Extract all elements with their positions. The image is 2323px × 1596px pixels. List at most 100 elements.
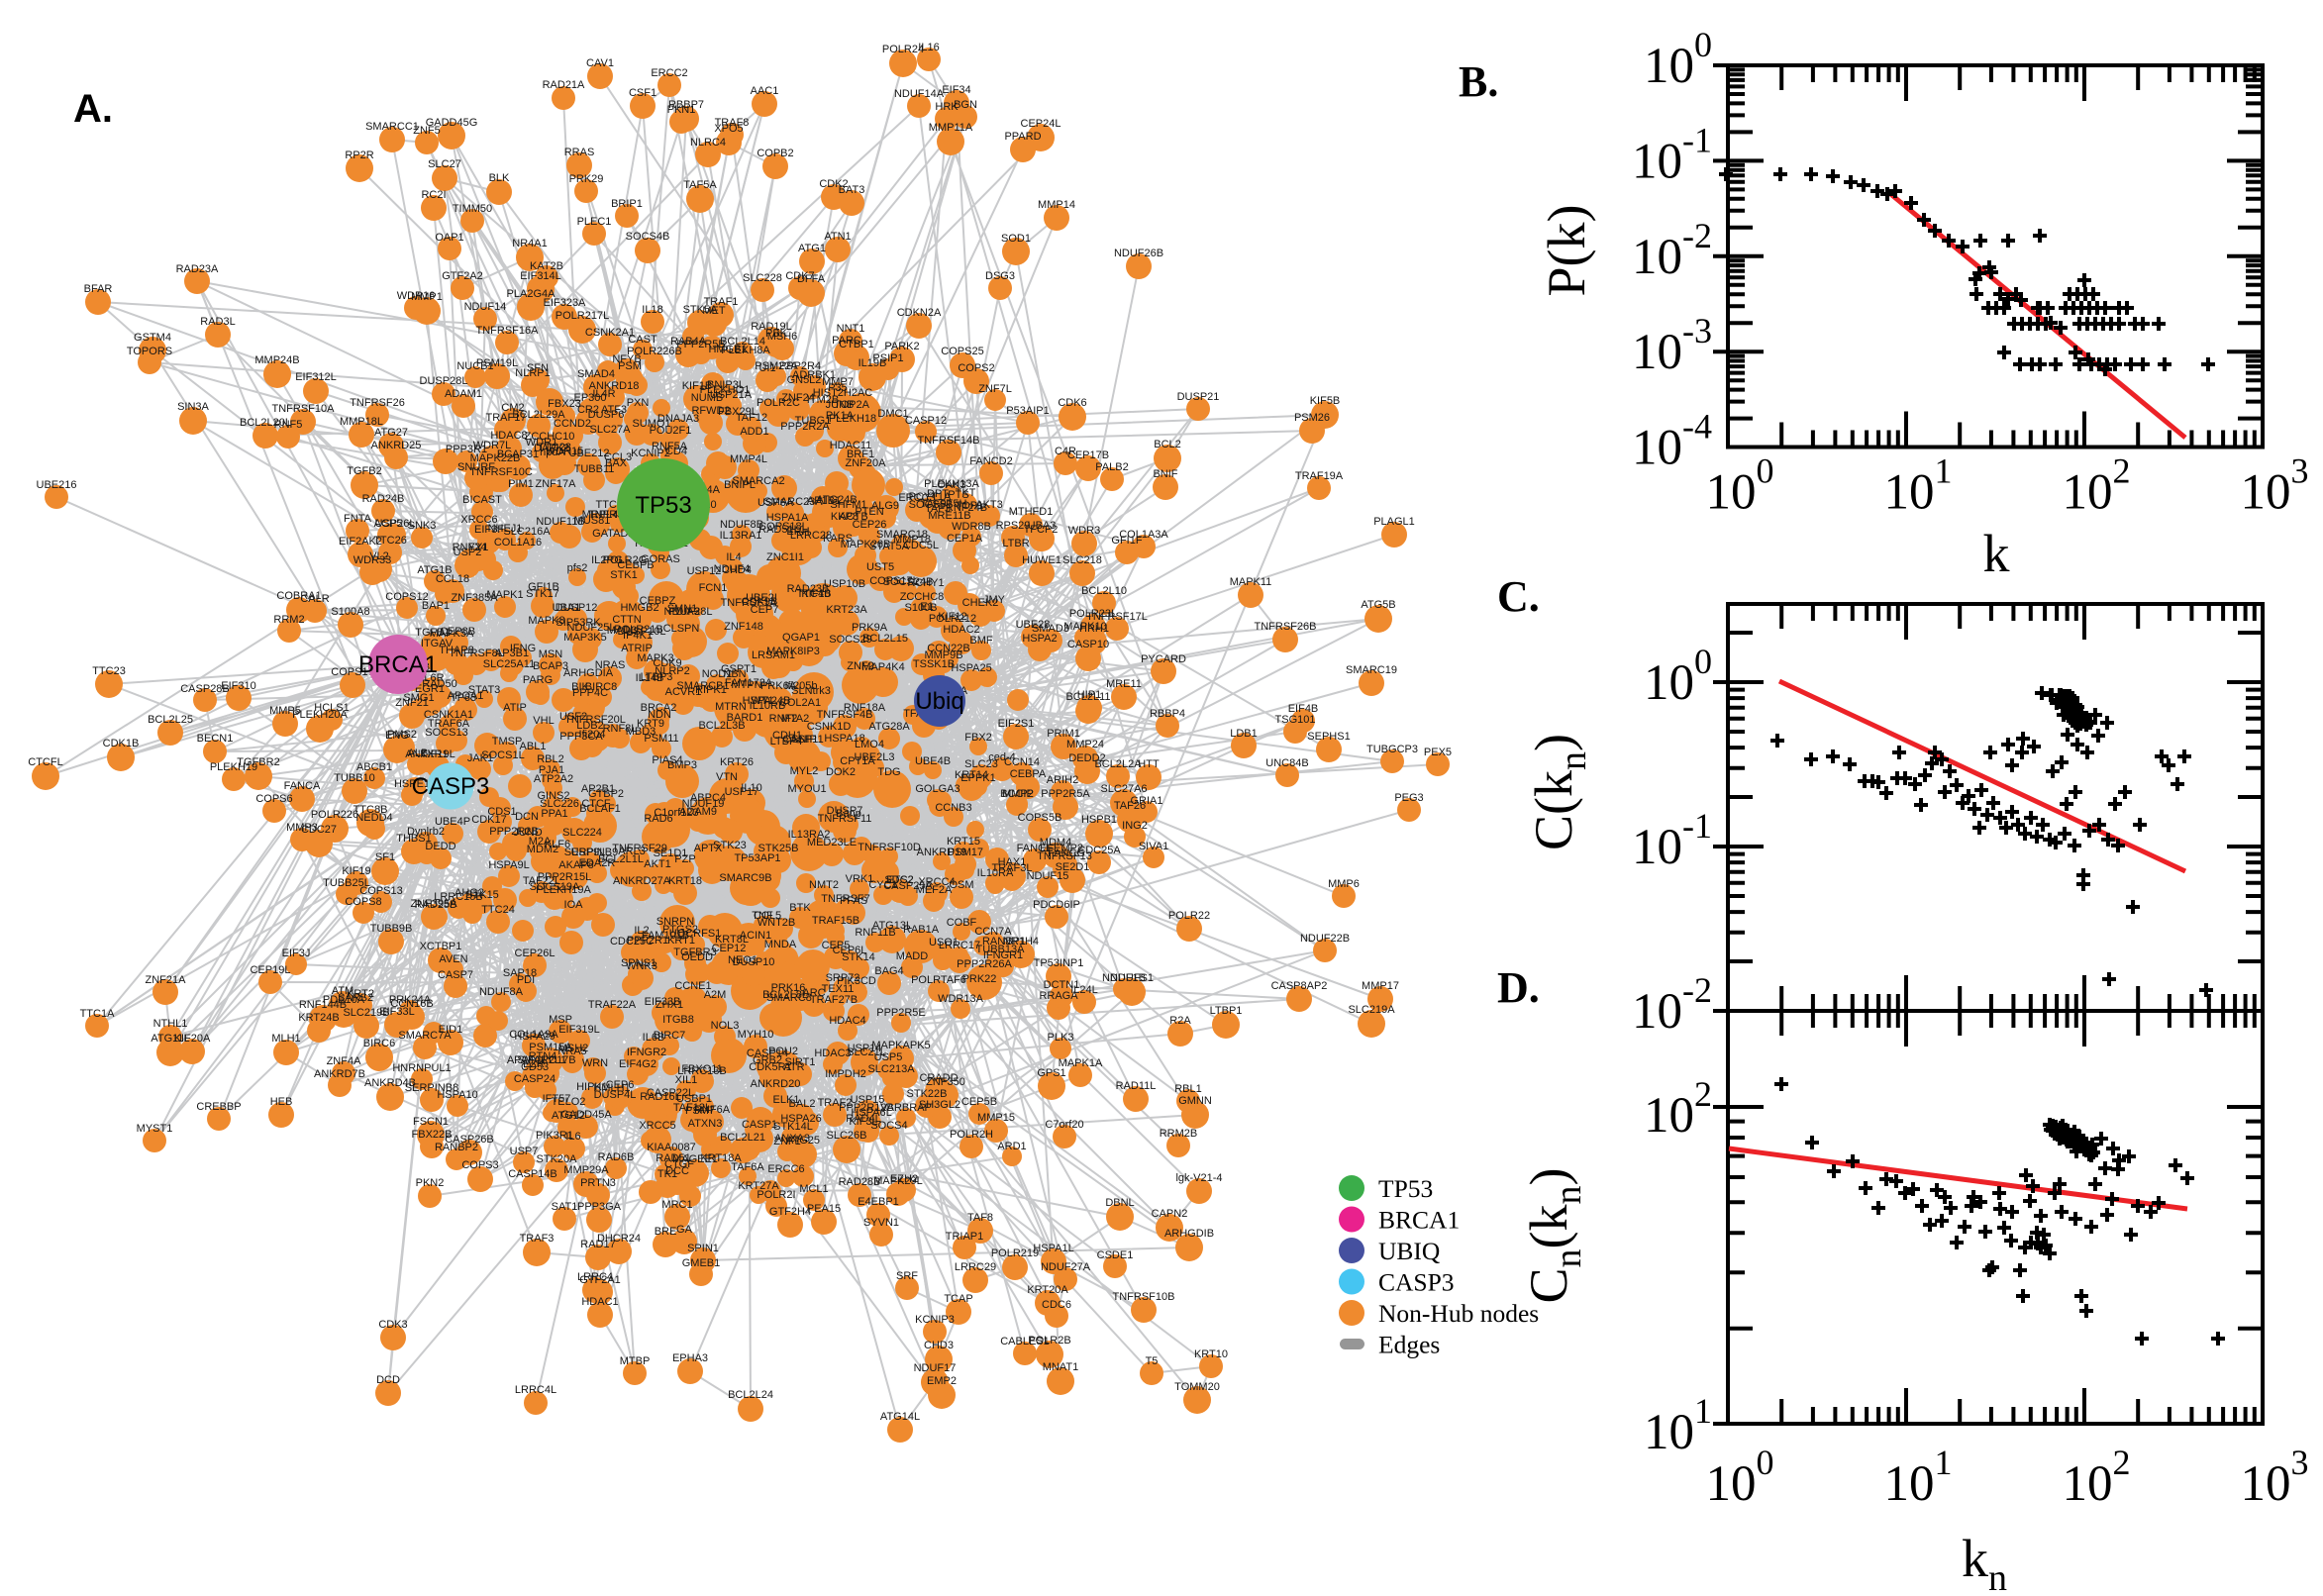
svg-text:Banp: Banp bbox=[836, 808, 861, 820]
svg-text:CDK9B: CDK9B bbox=[742, 596, 778, 608]
svg-text:TNFRSF10B: TNFRSF10B bbox=[1113, 1291, 1175, 1303]
svg-text:PTEN: PTEN bbox=[855, 506, 883, 518]
svg-text:MEF2A: MEF2A bbox=[916, 884, 953, 896]
svg-text:PRK24A: PRK24A bbox=[389, 994, 432, 1006]
svg-text:BIRC8: BIRC8 bbox=[585, 681, 617, 693]
svg-text:PCYT1A: PCYT1A bbox=[909, 491, 952, 503]
svg-text:RAD6: RAD6 bbox=[644, 813, 672, 825]
svg-text:CASP22L: CASP22L bbox=[647, 1087, 694, 1099]
svg-text:TIMM50: TIMM50 bbox=[453, 203, 492, 215]
svg-text:STK15: STK15 bbox=[465, 889, 499, 901]
svg-text:SLNtrk3: SLNtrk3 bbox=[791, 685, 831, 697]
svg-text:STK20A: STK20A bbox=[537, 1153, 578, 1165]
svg-text:COPS12: COPS12 bbox=[385, 591, 428, 603]
svg-text:BCL2L15: BCL2L15 bbox=[862, 633, 908, 645]
svg-text:BMF: BMF bbox=[969, 635, 993, 647]
svg-text:PLEKH8A: PLEKH8A bbox=[721, 345, 770, 356]
svg-text:USP2: USP2 bbox=[454, 547, 482, 558]
svg-text:BNIF: BNIF bbox=[1153, 468, 1177, 480]
svg-text:ZNF395A: ZNF395A bbox=[410, 898, 457, 910]
svg-text:UBE4P: UBE4P bbox=[435, 816, 470, 828]
svg-text:TUBB11: TUBB11 bbox=[574, 463, 615, 475]
svg-text:TOPORS: TOPORS bbox=[127, 346, 172, 357]
svg-text:IL2RG: IL2RG bbox=[591, 554, 623, 566]
svg-text:POLR212: POLR212 bbox=[929, 613, 976, 625]
svg-text:CHD3: CHD3 bbox=[924, 1340, 954, 1351]
svg-text:SMARC8: SMARC8 bbox=[766, 992, 812, 1004]
svg-text:CEP5B: CEP5B bbox=[961, 1096, 997, 1108]
svg-text:DCC: DCC bbox=[665, 1165, 689, 1177]
svg-text:NDUFS1: NDUFS1 bbox=[1110, 972, 1154, 984]
svg-text:GRIA1: GRIA1 bbox=[1130, 795, 1162, 807]
svg-text:CSDE1: CSDE1 bbox=[1097, 1249, 1134, 1261]
svg-text:STK1: STK1 bbox=[610, 569, 638, 581]
svg-text:CAPN2: CAPN2 bbox=[1152, 1208, 1188, 1220]
svg-text:RAD51: RAD51 bbox=[656, 1152, 690, 1164]
svg-text:WDR7L: WDR7L bbox=[473, 440, 512, 451]
svg-text:BCL2L11: BCL2L11 bbox=[1065, 691, 1110, 703]
svg-text:KRT20A: KRT20A bbox=[1027, 1284, 1068, 1296]
svg-text:TP53: TP53 bbox=[1378, 1174, 1433, 1203]
svg-text:KRT18: KRT18 bbox=[668, 875, 702, 887]
svg-text:CABLES1: CABLES1 bbox=[1000, 1336, 1050, 1347]
svg-text:NDUF14A: NDUF14A bbox=[894, 88, 945, 100]
svg-text:RBBP4: RBBP4 bbox=[1150, 708, 1185, 720]
svg-text:PSM22A: PSM22A bbox=[755, 360, 798, 372]
svg-text:PRIM1: PRIM1 bbox=[1047, 728, 1080, 740]
svg-text:HSPA26: HSPA26 bbox=[780, 1113, 821, 1125]
svg-text:USP9L: USP9L bbox=[571, 847, 606, 858]
svg-text:MAPK1A: MAPK1A bbox=[1059, 1057, 1103, 1069]
svg-text:LTBP1: LTBP1 bbox=[1210, 1005, 1243, 1017]
svg-text:PIK3CD: PIK3CD bbox=[837, 975, 876, 987]
svg-text:BCL2L1L: BCL2L1L bbox=[598, 853, 644, 865]
svg-text:RAD50: RAD50 bbox=[422, 678, 456, 690]
svg-text:FNTA: FNTA bbox=[344, 513, 372, 525]
svg-text:HDAC4: HDAC4 bbox=[829, 1015, 865, 1027]
svg-text:UBIQ: UBIQ bbox=[1378, 1237, 1440, 1265]
svg-text:ENG: ENG bbox=[385, 730, 409, 742]
svg-text:DCD: DCD bbox=[376, 1374, 400, 1386]
svg-text:SLC226: SLC226 bbox=[540, 798, 579, 810]
svg-text:NRA5: NRA5 bbox=[557, 1046, 586, 1057]
svg-text:EIF4G2: EIF4G2 bbox=[619, 1058, 656, 1070]
svg-text:RAD28B: RAD28B bbox=[839, 1176, 881, 1188]
svg-text:ZNF385A: ZNF385A bbox=[451, 592, 498, 604]
svg-text:TRAF19A: TRAF19A bbox=[1295, 470, 1344, 482]
svg-text:COL1A9A: COL1A9A bbox=[509, 1029, 558, 1041]
svg-text:ATG28A: ATG28A bbox=[868, 721, 910, 733]
svg-text:KIF10: KIF10 bbox=[801, 588, 830, 600]
svg-text:BAX: BAX bbox=[605, 457, 628, 469]
svg-text:MSH2: MSH2 bbox=[558, 1043, 589, 1054]
svg-text:EP300: EP300 bbox=[573, 392, 606, 404]
svg-text:CASP10: CASP10 bbox=[1067, 639, 1109, 650]
svg-text:IL4R: IL4R bbox=[592, 388, 615, 400]
svg-text:SE1D1: SE1D1 bbox=[654, 848, 688, 859]
svg-text:WDR13A: WDR13A bbox=[938, 993, 984, 1005]
svg-text:TRAF1: TRAF1 bbox=[704, 296, 739, 308]
svg-text:KLF6: KLF6 bbox=[545, 839, 570, 850]
svg-text:SPIN1: SPIN1 bbox=[687, 1243, 719, 1254]
svg-text:PRTN3: PRTN3 bbox=[580, 1177, 616, 1189]
svg-text:POLRTAF6: POLRTAF6 bbox=[911, 974, 966, 986]
svg-text:ATG5B: ATG5B bbox=[1361, 599, 1395, 611]
svg-text:MAP4K4: MAP4K4 bbox=[861, 661, 904, 673]
svg-text:SMN1: SMN1 bbox=[667, 603, 698, 615]
svg-text:TK1: TK1 bbox=[657, 1168, 677, 1180]
svg-text:RRAGA: RRAGA bbox=[1039, 990, 1078, 1002]
svg-text:SARS2: SARS2 bbox=[338, 992, 373, 1004]
svg-text:KIF20A: KIF20A bbox=[174, 1033, 211, 1045]
svg-text:RAB4A: RAB4A bbox=[670, 336, 707, 348]
svg-text:PK1A: PK1A bbox=[826, 410, 855, 422]
svg-text:IL18: IL18 bbox=[642, 304, 662, 316]
svg-text:NEDD4: NEDD4 bbox=[355, 812, 392, 824]
svg-text:MMP14: MMP14 bbox=[1038, 199, 1075, 211]
svg-text:LRRC13B: LRRC13B bbox=[677, 1065, 727, 1077]
svg-text:MADD: MADD bbox=[896, 950, 928, 962]
svg-text:Ubiq: Ubiq bbox=[915, 688, 963, 715]
svg-text:EIF3J: EIF3J bbox=[282, 948, 311, 959]
svg-text:Ifi204: Ifi204 bbox=[579, 729, 606, 741]
svg-text:MAPK3: MAPK3 bbox=[637, 652, 673, 664]
svg-text:FBX23: FBX23 bbox=[548, 398, 581, 410]
svg-text:EIF4B: EIF4B bbox=[1288, 703, 1319, 715]
svg-text:CEP7: CEP7 bbox=[751, 604, 779, 616]
